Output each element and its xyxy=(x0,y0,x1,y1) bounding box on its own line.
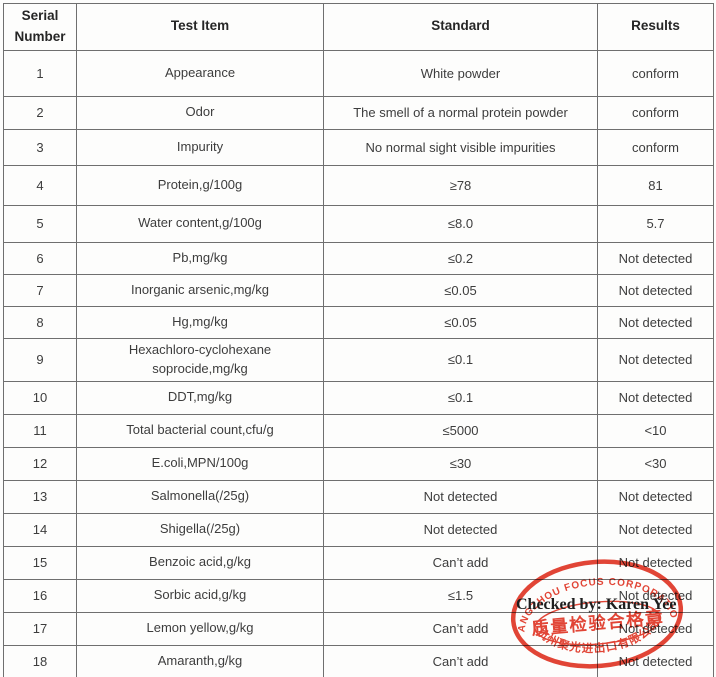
table-row: 5 Water content,g/100g ≤8.0 5.7 xyxy=(3,204,714,243)
result-cell: Not detected xyxy=(597,380,714,415)
table-row: 14 Shigella(/25g) Not detected Not detec… xyxy=(3,512,714,547)
test-item-cell: Water content,g/100g xyxy=(76,204,324,243)
test-report-table: Serial Number Test Item Standard Results… xyxy=(3,3,714,677)
test-item-cell: Lemon yellow,g/kg xyxy=(76,611,324,646)
result-cell: Not detected xyxy=(597,644,714,677)
standard-cell: ≤5000 xyxy=(323,413,598,448)
test-item-cell: Hg,mg/kg xyxy=(76,305,324,339)
standard-cell: ≤0.05 xyxy=(323,273,598,307)
serial-number-cell: 5 xyxy=(3,204,77,243)
standard-cell: Can’t add xyxy=(323,611,598,646)
serial-number-cell: 3 xyxy=(3,128,77,166)
serial-number-cell: 1 xyxy=(3,49,77,97)
standard-cell: Can’t add xyxy=(323,545,598,580)
result-cell: <30 xyxy=(597,446,714,481)
serial-number-cell: 17 xyxy=(3,611,77,646)
test-item-cell: Amaranth,g/kg xyxy=(76,644,324,677)
test-item-cell: Total bacterial count,cfu/g xyxy=(76,413,324,448)
result-cell: conform xyxy=(597,95,714,130)
header-results: Results xyxy=(597,3,714,51)
result-cell: Not detected xyxy=(597,479,714,514)
test-item-cell: Appearance xyxy=(76,49,324,97)
result-cell: 81 xyxy=(597,164,714,206)
result-cell: conform xyxy=(597,49,714,97)
result-cell: Not detected xyxy=(597,512,714,547)
standard-cell: Not detected xyxy=(323,512,598,547)
table-row: 11 Total bacterial count,cfu/g ≤5000 <10 xyxy=(3,413,714,448)
result-cell: Not detected xyxy=(597,273,714,307)
serial-number-cell: 4 xyxy=(3,164,77,206)
header-standard: Standard xyxy=(323,3,598,51)
test-item-cell: Hexachloro-cyclohexane soprocide,mg/kg xyxy=(76,337,324,382)
table-row: 6 Pb,mg/kg ≤0.2 Not detected xyxy=(3,241,714,275)
table-header: Serial Number Test Item Standard Results xyxy=(3,3,714,51)
result-cell: Not detected xyxy=(597,545,714,580)
result-cell: Not detected xyxy=(597,611,714,646)
standard-cell: Can’t add xyxy=(323,644,598,677)
test-item-cell: Impurity xyxy=(76,128,324,166)
serial-number-cell: 18 xyxy=(3,644,77,677)
table-row: 17 Lemon yellow,g/kg Can’t add Not detec… xyxy=(3,611,714,646)
serial-number-cell: 8 xyxy=(3,305,77,339)
serial-number-cell: 15 xyxy=(3,545,77,580)
table-row: 4 Protein,g/100g ≥78 81 xyxy=(3,164,714,206)
test-item-cell: E.coli,MPN/100g xyxy=(76,446,324,481)
table-row: 10 DDT,mg/kg ≤0.1 Not detected xyxy=(3,380,714,415)
table-row: 18 Amaranth,g/kg Can’t add Not detected xyxy=(3,644,714,677)
standard-cell: ≤0.05 xyxy=(323,305,598,339)
table-row: 2 Odor The smell of a normal protein pow… xyxy=(3,95,714,130)
header-row: Serial Number Test Item Standard Results xyxy=(3,3,714,51)
serial-number-cell: 14 xyxy=(3,512,77,547)
test-item-cell: Shigella(/25g) xyxy=(76,512,324,547)
test-item-cell: Sorbic acid,g/kg xyxy=(76,578,324,613)
standard-cell: The smell of a normal protein powder xyxy=(323,95,598,130)
table-row: 1 Appearance White powder conform xyxy=(3,49,714,97)
standard-cell: ≤0.2 xyxy=(323,241,598,275)
serial-number-cell: 7 xyxy=(3,273,77,307)
test-item-cell: Pb,mg/kg xyxy=(76,241,324,275)
standard-cell: White powder xyxy=(323,49,598,97)
header-serial-number: Serial Number xyxy=(3,3,77,51)
test-item-cell: Benzoic acid,g/kg xyxy=(76,545,324,580)
result-cell: <10 xyxy=(597,413,714,448)
test-item-cell: Protein,g/100g xyxy=(76,164,324,206)
table-row: 3 Impurity No normal sight visible impur… xyxy=(3,128,714,166)
standard-cell: ≥78 xyxy=(323,164,598,206)
table-row: 8 Hg,mg/kg ≤0.05 Not detected xyxy=(3,305,714,339)
serial-number-cell: 9 xyxy=(3,337,77,382)
test-item-cell: Inorganic arsenic,mg/kg xyxy=(76,273,324,307)
table-body: 1 Appearance White powder conform 2 Odor… xyxy=(3,49,714,677)
test-item-cell: Salmonella(/25g) xyxy=(76,479,324,514)
standard-cell: ≤0.1 xyxy=(323,337,598,382)
standard-cell: ≤0.1 xyxy=(323,380,598,415)
standard-cell: No normal sight visible impurities xyxy=(323,128,598,166)
serial-number-cell: 16 xyxy=(3,578,77,613)
table-row: 12 E.coli,MPN/100g ≤30 <30 xyxy=(3,446,714,481)
result-cell: 5.7 xyxy=(597,204,714,243)
standard-cell: Not detected xyxy=(323,479,598,514)
result-cell: conform xyxy=(597,128,714,166)
serial-number-cell: 2 xyxy=(3,95,77,130)
table-row: 9 Hexachloro-cyclohexane soprocide,mg/kg… xyxy=(3,337,714,382)
standard-cell: ≤8.0 xyxy=(323,204,598,243)
result-cell: Not detected xyxy=(597,305,714,339)
standard-cell: ≤30 xyxy=(323,446,598,481)
serial-number-cell: 6 xyxy=(3,241,77,275)
table-row: 7 Inorganic arsenic,mg/kg ≤0.05 Not dete… xyxy=(3,273,714,307)
serial-number-cell: 13 xyxy=(3,479,77,514)
serial-number-cell: 11 xyxy=(3,413,77,448)
table-row: 13 Salmonella(/25g) Not detected Not det… xyxy=(3,479,714,514)
serial-number-cell: 10 xyxy=(3,380,77,415)
serial-number-cell: 12 xyxy=(3,446,77,481)
test-item-cell: Odor xyxy=(76,95,324,130)
header-test-item: Test Item xyxy=(76,3,324,51)
test-item-cell: DDT,mg/kg xyxy=(76,380,324,415)
result-cell: Not detected xyxy=(597,241,714,275)
checked-by-signature: Checked by: Karen Yee xyxy=(516,596,677,613)
result-cell: Not detected xyxy=(597,337,714,382)
table-row: 15 Benzoic acid,g/kg Can’t add Not detec… xyxy=(3,545,714,580)
